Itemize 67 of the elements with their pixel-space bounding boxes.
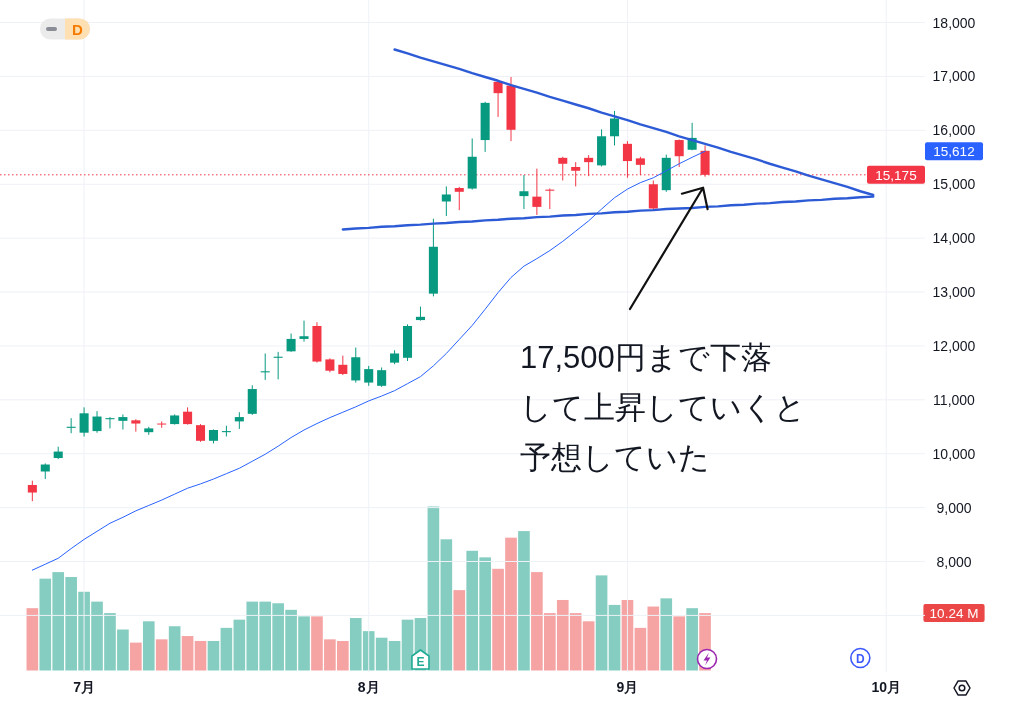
annotation: D: [855, 651, 865, 666]
annotation: E: [416, 654, 425, 669]
bar: [220, 627, 233, 671]
bar: [634, 627, 647, 671]
candlestick: [92, 410, 102, 434]
bar: [168, 626, 181, 671]
y-tick-label: 13,000: [932, 284, 976, 301]
y-tick-label: 10,000: [932, 445, 976, 462]
bar: [595, 575, 608, 671]
candlestick: [273, 351, 283, 380]
candlestick: [493, 80, 503, 118]
y-tick-label: 18,000: [932, 14, 976, 31]
x-tick-label: 8月: [357, 679, 380, 695]
bar: [608, 604, 621, 671]
candlestick: [338, 355, 348, 376]
candlestick: [609, 110, 620, 146]
candlestick: [377, 366, 387, 388]
candlestick: [157, 420, 167, 429]
bar: [647, 606, 660, 671]
candlestick: [532, 168, 542, 216]
candlestick: [351, 347, 361, 384]
candlestick: [441, 185, 451, 217]
bar: [130, 642, 142, 671]
x-tick-label: 10月: [871, 679, 901, 695]
bar: [427, 506, 440, 671]
y-tick-label: 16,000: [932, 122, 976, 139]
candlestick: [364, 365, 374, 387]
candlestick: [299, 320, 309, 343]
y-tick-label: 9,000: [936, 499, 972, 516]
candlestick: [286, 333, 296, 353]
bar: [207, 640, 220, 671]
bar: [518, 531, 530, 671]
annotation: 10.24 M: [929, 605, 979, 621]
x-tick-label: 7月: [73, 679, 95, 695]
bar: [673, 616, 686, 671]
candlestick: [674, 139, 684, 168]
candlestick: [454, 186, 464, 211]
bar: [181, 636, 194, 671]
bar: [26, 608, 39, 671]
bar: [401, 619, 414, 671]
ref-line-label: 15,175: [875, 167, 917, 183]
bar: [194, 640, 207, 671]
bar: [142, 621, 155, 671]
y-tick-label: 8,000: [936, 553, 972, 570]
annotation: D: [72, 20, 84, 38]
candlestick: [118, 413, 128, 430]
bar: [388, 640, 401, 671]
y-tick-label: 17,000: [932, 68, 976, 85]
y-tick-label: 14,000: [932, 230, 976, 247]
bar: [155, 639, 168, 671]
text: 15,612: [933, 144, 975, 160]
bar: [440, 539, 453, 671]
bar: [686, 608, 698, 671]
bar: [660, 598, 673, 671]
candlestick: [260, 352, 270, 381]
candlestick: [66, 417, 76, 434]
candlestick: [105, 416, 115, 429]
y-tick-label: 15,000: [932, 176, 976, 193]
candlestick: [27, 480, 37, 502]
annotation: 17,500円まで下落して上昇していくと予想していた: [520, 340, 806, 475]
candlestick: [545, 188, 555, 210]
candlestick: [79, 406, 89, 437]
x-tick-label: 9月: [616, 679, 639, 695]
bar: [453, 590, 466, 671]
candlestick: [519, 174, 529, 210]
y-tick-label: 12,000: [932, 337, 976, 354]
y-tick-label: 11,000: [933, 391, 976, 408]
